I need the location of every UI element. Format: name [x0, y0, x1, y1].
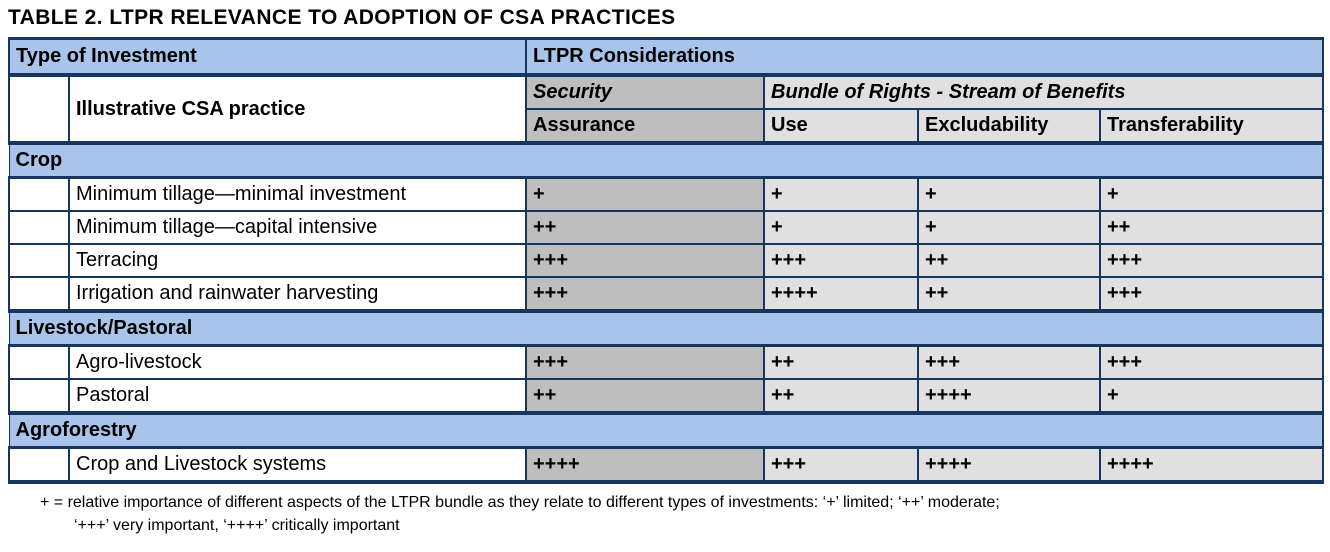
table-footnote: + = relative importance of different asp…: [40, 491, 1330, 537]
assurance-value: ++: [525, 378, 765, 415]
use-value: +++: [763, 446, 919, 484]
excludability-value: ++++: [917, 378, 1101, 415]
table-row: Pastoral ++ ++ ++++ +: [8, 378, 1324, 415]
header-assurance: Assurance: [525, 108, 765, 145]
practice-cell: Agro-livestock: [68, 344, 527, 380]
table-row: Crop and Livestock systems ++++ +++ ++++…: [8, 446, 1324, 484]
header-ltpr-considerations: LTPR Considerations: [525, 37, 1324, 77]
section-band-agroforestry: Agroforestry: [8, 411, 1324, 449]
practice-cell: Minimum tillage—capital intensive: [68, 210, 527, 245]
table-row: Minimum tillage—capital intensive ++ + +…: [8, 210, 1324, 245]
header-excludability: Excludability: [917, 108, 1101, 145]
practice-cell: Pastoral: [68, 378, 527, 415]
indent-cell: [8, 276, 70, 313]
assurance-value: ++: [525, 210, 765, 245]
table-row: Irrigation and rainwater harvesting +++ …: [8, 276, 1324, 313]
section-label: Livestock/Pastoral: [8, 309, 1324, 347]
indent-column-header: [8, 74, 70, 144]
assurance-value: +++: [525, 243, 765, 278]
section-band-crop: Crop: [8, 141, 1324, 179]
transferability-value: ++++: [1099, 446, 1324, 484]
excludability-value: ++: [917, 276, 1101, 313]
indent-cell: [8, 243, 70, 278]
section-label: Agroforestry: [8, 411, 1324, 449]
header-bundle-of-rights: Bundle of Rights - Stream of Benefits: [763, 74, 1324, 110]
transferability-value: +: [1099, 176, 1324, 212]
assurance-value: +++: [525, 344, 765, 380]
header-use: Use: [763, 108, 919, 145]
excludability-value: +: [917, 210, 1101, 245]
use-value: +++: [763, 243, 919, 278]
transferability-value: +: [1099, 378, 1324, 415]
transferability-value: ++: [1099, 210, 1324, 245]
excludability-value: ++: [917, 243, 1101, 278]
excludability-value: +: [917, 176, 1101, 212]
transferability-value: +++: [1099, 276, 1324, 313]
footnote-line-2: ‘+++’ very important, ‘++++’ critically …: [74, 517, 400, 535]
use-value: ++++: [763, 276, 919, 313]
header-security: Security: [525, 74, 765, 110]
indent-cell: [8, 176, 70, 212]
table-row: Agro-livestock +++ ++ +++ +++: [8, 344, 1324, 380]
header-row-security: Illustrative CSA practice Security Bundl…: [8, 74, 1324, 144]
transferability-value: +++: [1099, 243, 1324, 278]
header-type-of-investment: Type of Investment: [8, 37, 527, 77]
table-row: Minimum tillage—minimal investment + + +…: [8, 176, 1324, 212]
use-value: +: [763, 210, 919, 245]
transferability-value: +++: [1099, 344, 1324, 380]
indent-cell: [8, 378, 70, 415]
section-band-livestock-pastoral: Livestock/Pastoral: [8, 309, 1324, 347]
footnote-line-1: + = relative importance of different asp…: [40, 494, 1000, 511]
table-title: TABLE 2. LTPR RELEVANCE TO ADOPTION OF C…: [8, 6, 676, 29]
table-row: Terracing +++ +++ ++ +++: [8, 243, 1324, 278]
excludability-value: +++: [917, 344, 1101, 380]
indent-cell: [8, 446, 70, 484]
practice-cell: Terracing: [68, 243, 527, 278]
use-value: ++: [763, 378, 919, 415]
ltpr-relevance-table: Type of Investment LTPR Considerations I…: [8, 37, 1324, 484]
assurance-value: +++: [525, 276, 765, 313]
header-illustrative-practice: Illustrative CSA practice: [68, 74, 527, 144]
header-row-main: Type of Investment LTPR Considerations: [8, 37, 1324, 77]
excludability-value: ++++: [917, 446, 1101, 484]
assurance-value: +: [525, 176, 765, 212]
practice-cell: Irrigation and rainwater harvesting: [68, 276, 527, 313]
header-transferability: Transferability: [1099, 108, 1324, 145]
use-value: ++: [763, 344, 919, 380]
practice-cell: Minimum tillage—minimal investment: [68, 176, 527, 212]
practice-cell: Crop and Livestock systems: [68, 446, 527, 484]
header-row-columns: Assurance Use Excludability Transferabil…: [9, 108, 1324, 145]
use-value: +: [763, 176, 919, 212]
indent-cell: [8, 210, 70, 245]
indent-cell: [8, 344, 70, 380]
assurance-value: ++++: [525, 446, 765, 484]
section-label: Crop: [8, 141, 1324, 179]
document-page: TABLE 2. LTPR RELEVANCE TO ADOPTION OF C…: [8, 6, 1330, 537]
